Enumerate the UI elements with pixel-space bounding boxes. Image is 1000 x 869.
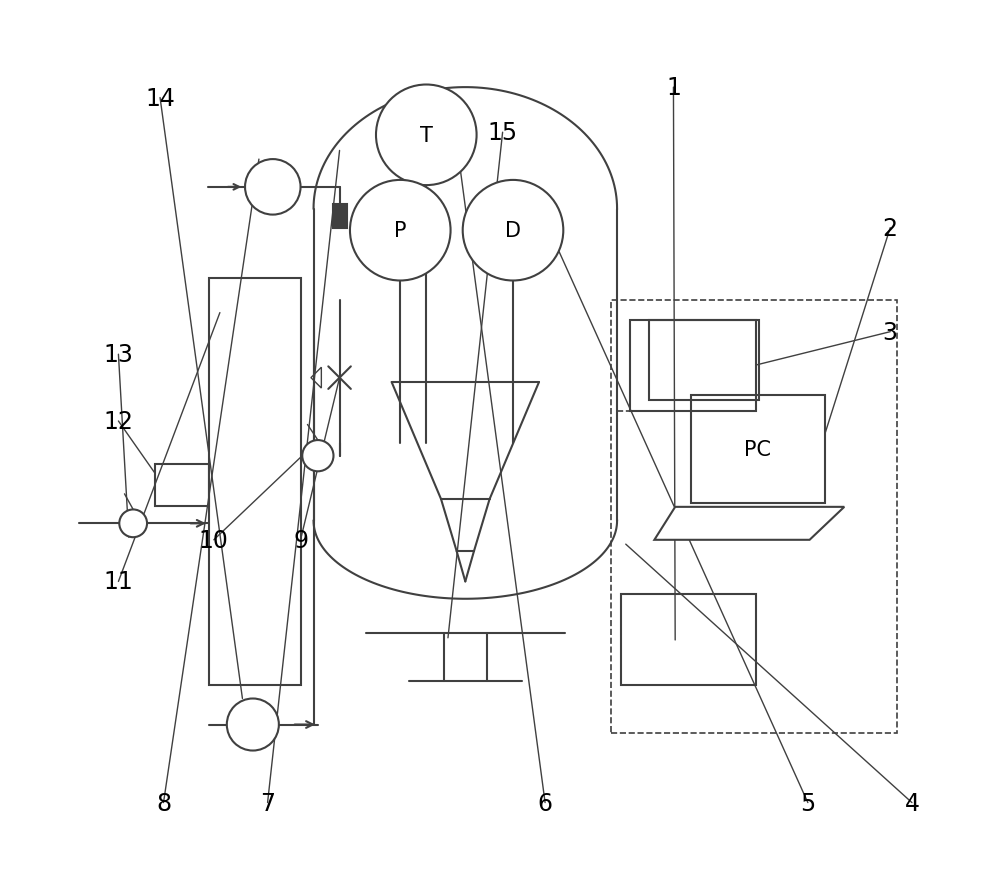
Text: 11: 11 (104, 570, 133, 594)
Bar (630, 320, 756, 411)
Bar (691, 395, 825, 504)
Circle shape (376, 85, 477, 186)
Text: 15: 15 (488, 121, 518, 145)
Text: 12: 12 (103, 409, 133, 434)
Text: D: D (505, 221, 521, 241)
Text: 1: 1 (666, 76, 681, 100)
Circle shape (463, 181, 563, 282)
Circle shape (227, 699, 279, 751)
Text: P: P (394, 221, 407, 241)
Text: 3: 3 (883, 321, 898, 344)
Text: 5: 5 (800, 791, 815, 814)
Circle shape (119, 510, 147, 538)
Bar (155, 465, 209, 507)
Text: 10: 10 (199, 528, 229, 552)
Bar (649, 320, 759, 401)
Text: 6: 6 (538, 791, 553, 814)
Bar (333, 205, 347, 229)
Text: 4: 4 (904, 791, 919, 814)
Text: 13: 13 (103, 343, 133, 367)
Text: 8: 8 (156, 791, 171, 814)
Bar (621, 594, 756, 686)
Text: 9: 9 (293, 528, 308, 552)
Text: T: T (420, 126, 433, 146)
Circle shape (350, 181, 451, 282)
Circle shape (245, 160, 301, 216)
Polygon shape (654, 507, 844, 541)
Text: 14: 14 (145, 86, 175, 110)
Text: 2: 2 (883, 216, 898, 241)
Bar (209, 279, 301, 686)
Text: PC: PC (744, 440, 771, 460)
Bar (611, 300, 897, 733)
Circle shape (302, 441, 333, 472)
Text: 7: 7 (260, 791, 275, 814)
